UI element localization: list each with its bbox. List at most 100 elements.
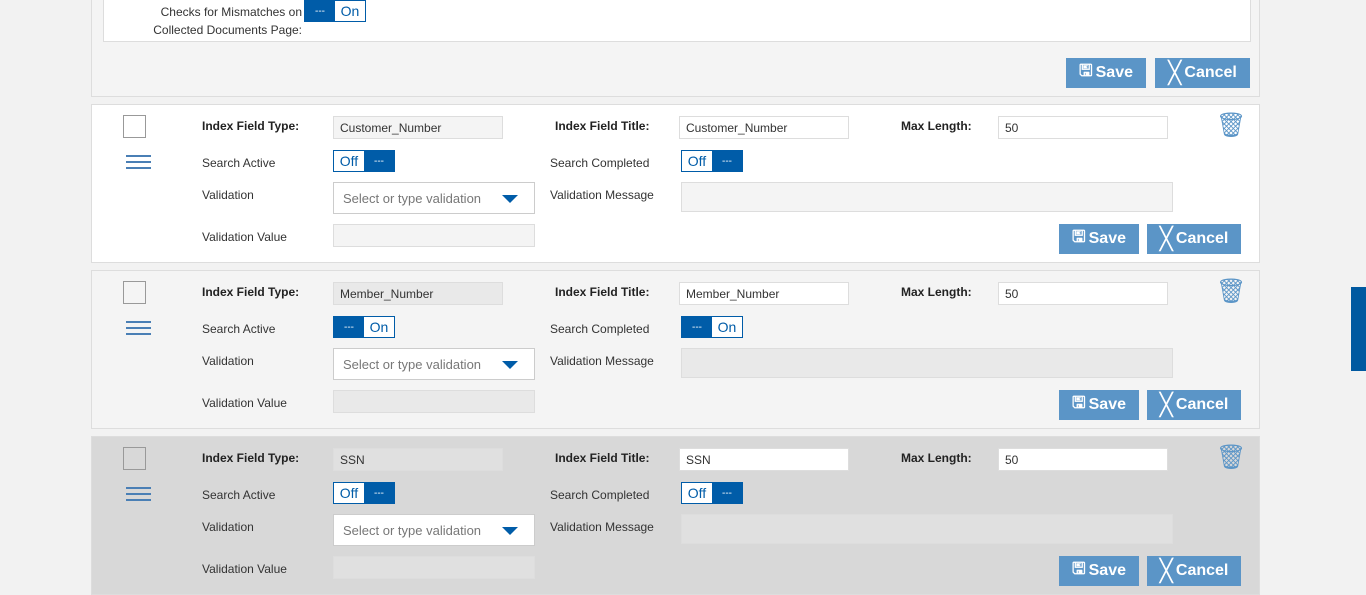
- toggle-knob: ---: [712, 151, 742, 171]
- index-field-type-label: Index Field Type:: [202, 119, 300, 133]
- drag-handle-icon[interactable]: [126, 487, 151, 505]
- save-icon: 🖫: [1078, 62, 1093, 80]
- search-completed-toggle[interactable]: Off ---: [681, 482, 743, 504]
- cancel-label: Cancel: [1175, 230, 1229, 247]
- index-field-title-label: Index Field Title:: [555, 119, 650, 133]
- select-checkbox[interactable]: [123, 115, 146, 138]
- cancel-button[interactable]: ╳ Cancel: [1155, 58, 1250, 88]
- validation-value-input[interactable]: [333, 224, 535, 247]
- drag-handle-icon[interactable]: [126, 155, 151, 173]
- side-panel-tab[interactable]: [1351, 287, 1366, 371]
- toggle-state: Off: [682, 483, 712, 503]
- validation-value-label: Validation Value: [202, 396, 287, 410]
- toggle-state: Off: [334, 151, 364, 171]
- chevron-down-icon: [502, 527, 518, 535]
- chevron-down-icon: [502, 195, 518, 203]
- validation-placeholder: Select or type validation: [343, 356, 482, 372]
- toggle-knob: ---: [712, 483, 742, 503]
- index-field-title-label: Index Field Title:: [555, 285, 650, 299]
- chevron-down-icon: [502, 361, 518, 369]
- save-button[interactable]: 🖫 Save: [1059, 224, 1139, 254]
- select-checkbox[interactable]: [123, 281, 146, 304]
- save-button[interactable]: 🖫 Save: [1059, 390, 1139, 420]
- settings-box: Checks for Mismatches on Collected Docum…: [103, 0, 1251, 42]
- index-field-card: Index Field Type: Member_Number Index Fi…: [91, 270, 1260, 429]
- validation-value-label: Validation Value: [202, 562, 287, 576]
- validation-label: Validation: [202, 354, 254, 368]
- toggle-knob: ---: [305, 1, 335, 21]
- validation-message-input[interactable]: [681, 514, 1173, 544]
- close-icon: ╳: [1159, 392, 1173, 417]
- toggle-knob: ---: [334, 317, 364, 337]
- cancel-button[interactable]: ╳ Cancel: [1147, 224, 1241, 254]
- trash-icon[interactable]: 🗑: [1216, 444, 1247, 471]
- search-completed-label: Search Completed: [550, 488, 650, 502]
- validation-message-label: Validation Message: [550, 520, 654, 534]
- toggle-knob: ---: [364, 151, 394, 171]
- max-length-input[interactable]: 50: [998, 116, 1168, 139]
- search-completed-toggle[interactable]: Off ---: [681, 150, 743, 172]
- max-length-label: Max Length:: [901, 451, 972, 465]
- toggle-knob: ---: [682, 317, 712, 337]
- max-length-input[interactable]: 50: [998, 282, 1168, 305]
- trash-icon[interactable]: 🗑: [1216, 112, 1247, 139]
- index-field-card: Index Field Type: SSN Index Field Title:…: [91, 436, 1260, 595]
- search-active-toggle[interactable]: Off ---: [333, 150, 395, 172]
- search-active-toggle[interactable]: Off ---: [333, 482, 395, 504]
- validation-message-input[interactable]: [681, 348, 1173, 378]
- select-checkbox[interactable]: [123, 447, 146, 470]
- save-button[interactable]: 🖫 Save: [1066, 58, 1146, 88]
- index-field-type-value: SSN: [333, 448, 503, 471]
- save-label: Save: [1095, 64, 1133, 81]
- max-length-label: Max Length:: [901, 285, 972, 299]
- cancel-label: Cancel: [1175, 562, 1229, 579]
- save-button[interactable]: 🖫 Save: [1059, 556, 1139, 586]
- toggle-knob: ---: [364, 483, 394, 503]
- drag-handle-icon[interactable]: [126, 321, 151, 339]
- mismatch-toggle[interactable]: --- On: [304, 0, 366, 22]
- save-label: Save: [1088, 396, 1126, 413]
- index-field-type-label: Index Field Type:: [202, 451, 300, 465]
- validation-label: Validation: [202, 188, 254, 202]
- save-icon: 🖫: [1071, 394, 1086, 412]
- save-label: Save: [1088, 230, 1126, 247]
- validation-message-input[interactable]: [681, 182, 1173, 212]
- validation-placeholder: Select or type validation: [343, 190, 482, 206]
- cancel-button[interactable]: ╳ Cancel: [1147, 390, 1241, 420]
- trash-icon[interactable]: 🗑: [1216, 278, 1247, 305]
- save-icon: 🖫: [1071, 560, 1086, 578]
- validation-placeholder: Select or type validation: [343, 522, 482, 538]
- max-length-label: Max Length:: [901, 119, 972, 133]
- search-completed-toggle[interactable]: --- On: [681, 316, 743, 338]
- mismatch-label: Checks for Mismatches on Collected Docum…: [153, 5, 302, 37]
- toggle-state: Off: [334, 483, 364, 503]
- validation-select[interactable]: Select or type validation: [333, 182, 535, 214]
- cancel-label: Cancel: [1175, 396, 1229, 413]
- search-active-label: Search Active: [202, 322, 276, 336]
- index-field-title-input[interactable]: Customer_Number: [679, 116, 849, 139]
- index-field-title-input[interactable]: SSN: [679, 448, 849, 471]
- close-icon: ╳: [1159, 558, 1173, 583]
- cancel-label: Cancel: [1184, 64, 1237, 81]
- validation-message-label: Validation Message: [550, 188, 654, 202]
- cancel-button[interactable]: ╳ Cancel: [1147, 556, 1241, 586]
- save-icon: 🖫: [1071, 228, 1086, 246]
- toggle-state: On: [364, 317, 394, 337]
- validation-select[interactable]: Select or type validation: [333, 348, 535, 380]
- validation-value-label: Validation Value: [202, 230, 287, 244]
- index-field-title-input[interactable]: Member_Number: [679, 282, 849, 305]
- save-label: Save: [1088, 562, 1126, 579]
- close-icon: ╳: [1159, 226, 1173, 251]
- close-icon: ╳: [1168, 60, 1182, 85]
- validation-value-input[interactable]: [333, 390, 535, 413]
- search-active-toggle[interactable]: --- On: [333, 316, 395, 338]
- index-field-title-label: Index Field Title:: [555, 451, 650, 465]
- index-field-type-label: Index Field Type:: [202, 285, 300, 299]
- toggle-state: On: [712, 317, 742, 337]
- search-active-label: Search Active: [202, 488, 276, 502]
- validation-value-input[interactable]: [333, 556, 535, 579]
- validation-select[interactable]: Select or type validation: [333, 514, 535, 546]
- search-completed-label: Search Completed: [550, 322, 650, 336]
- validation-message-label: Validation Message: [550, 354, 654, 368]
- max-length-input[interactable]: 50: [998, 448, 1168, 471]
